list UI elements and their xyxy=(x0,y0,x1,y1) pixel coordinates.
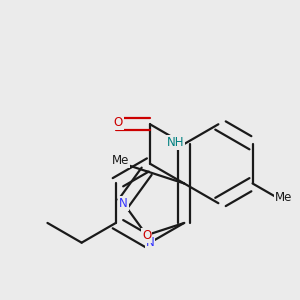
Text: N: N xyxy=(119,197,128,210)
Text: O: O xyxy=(142,229,151,242)
Text: NH: NH xyxy=(167,136,184,149)
Text: Me: Me xyxy=(112,154,129,167)
Text: O: O xyxy=(113,116,123,129)
Text: Me: Me xyxy=(274,190,292,204)
Text: N: N xyxy=(146,236,154,249)
